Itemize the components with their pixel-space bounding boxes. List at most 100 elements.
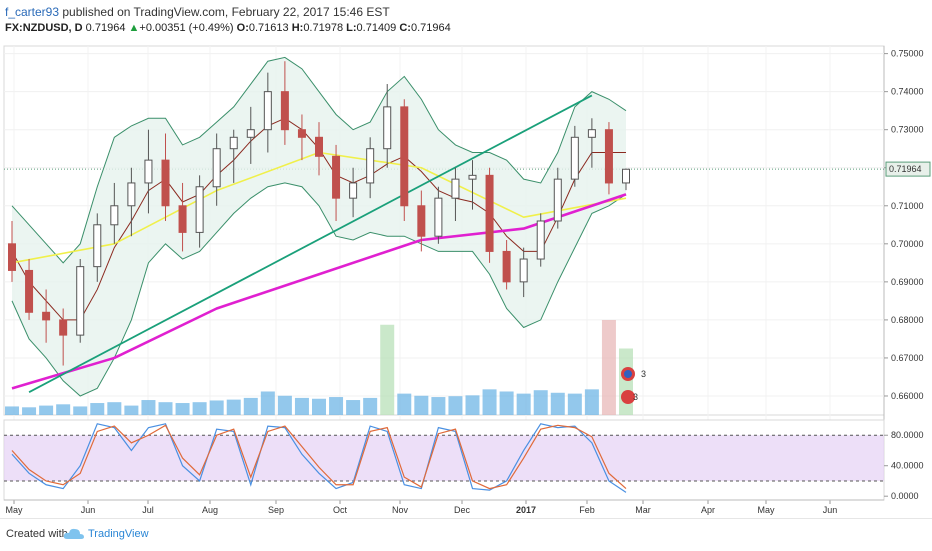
volume-bar (175, 403, 190, 415)
volume-bar (5, 406, 19, 415)
candle-body (451, 178, 460, 199)
last-price-marker (885, 161, 931, 177)
x-tick-label: Sep (268, 505, 284, 515)
close-value: 0.71964 (410, 22, 451, 34)
last-price: 0.71964 (85, 22, 126, 34)
candle-body (434, 197, 443, 237)
volume-bar (499, 391, 514, 415)
x-tick-label: Dec (454, 505, 471, 515)
volume-bar (533, 390, 548, 415)
x-tick-label: Jun (81, 505, 96, 515)
candle-body (8, 243, 16, 271)
stoch-k-line (11, 423, 627, 493)
y-tick-label: 0.66000 (891, 391, 924, 401)
volume-bar (39, 405, 54, 415)
y-tick-label: 0.67000 (891, 353, 924, 363)
low-value: 0.71409 (356, 22, 397, 34)
volume-bar (346, 400, 361, 415)
y-tick-label: 0.74000 (891, 87, 924, 97)
volume-bar (124, 405, 139, 415)
x-tick-label: Jun (823, 505, 838, 515)
candle-body (349, 182, 358, 199)
candle-body (110, 205, 119, 226)
volume-bar (277, 395, 292, 415)
volume-bar (226, 399, 241, 415)
volume-bar (550, 392, 565, 415)
tradingview-link[interactable]: TradingView (88, 528, 149, 540)
candle-body (587, 129, 596, 138)
volume-bar (329, 397, 344, 415)
created-with-label: Created with (6, 528, 68, 540)
bollinger-upper (11, 56, 627, 264)
volume-bar (90, 403, 105, 415)
x-tick-label: 2017 (516, 505, 536, 515)
x-tick-label: Oct (333, 505, 348, 515)
candle-body (212, 148, 221, 188)
candle-body (417, 205, 426, 237)
volume-bar (56, 404, 71, 415)
candle-body (297, 129, 306, 138)
stoch-y-tick-label: 0.0000 (891, 491, 919, 501)
x-tick-label: May (757, 505, 775, 515)
price-axis[interactable]: 0.750000.740000.730000.720000.710000.700… (884, 49, 931, 401)
volume-bar (158, 402, 173, 415)
volume-bar (243, 397, 258, 415)
low-label: L: (346, 22, 357, 34)
volume-bar (260, 391, 275, 415)
candle-body (366, 148, 375, 184)
chart-canvas[interactable]: 0.750000.740000.730000.720000.710000.700… (0, 40, 932, 518)
y-tick-label: 0.70000 (891, 239, 924, 249)
author-link[interactable]: f_carter93 (5, 5, 60, 19)
x-tick-label: Feb (579, 505, 595, 515)
us-flag-icon[interactable] (621, 390, 635, 404)
event-count: 3 (641, 369, 646, 379)
candle-body (229, 136, 238, 150)
candle-body (59, 319, 68, 336)
publisher-line: f_carter93 published on TradingView.com,… (5, 5, 390, 19)
volume-bar (516, 393, 531, 415)
candle-body (400, 106, 409, 207)
candle-body (604, 129, 613, 184)
volume-bar (431, 397, 446, 415)
volume-bar (465, 395, 480, 415)
stoch-y-tick-label: 80.0000 (891, 430, 924, 440)
volume-bar (312, 398, 326, 415)
stoch-y-tick-label: 40.0000 (891, 461, 924, 471)
x-tick-label: Aug (202, 505, 218, 515)
x-tick-label: Nov (392, 505, 409, 515)
event-count-2: 3 (633, 392, 638, 402)
close-label: C: (399, 22, 411, 34)
x-tick-label: Apr (701, 505, 715, 515)
ma200-line (11, 193, 627, 390)
x-tick-label: Mar (635, 505, 651, 515)
event-badges[interactable]: 3 3 (621, 367, 646, 404)
volume-bar (448, 396, 463, 415)
stoch-band (4, 435, 884, 481)
stoch-d-line (11, 424, 627, 490)
stochastic-panel: 80.0000 40.0000 0.0000 (3, 419, 924, 501)
volume-bar (209, 400, 224, 415)
volume-bar (380, 324, 395, 415)
symbol-label: FX:NZDUSD, D (5, 22, 83, 34)
candle-body (76, 266, 85, 336)
bollinger-fill (12, 57, 626, 396)
volume-bar (414, 395, 429, 415)
bollinger-bands (11, 56, 627, 397)
price-change: +0.00351 (+0.49%) (139, 22, 234, 34)
y-tick-label: 0.68000 (891, 315, 924, 325)
volume-bar (397, 393, 412, 415)
chart-header: f_carter93 published on TradingView.com,… (0, 0, 932, 40)
candle-body (536, 220, 545, 260)
candle-body (519, 258, 528, 283)
candle-body (127, 182, 136, 207)
y-tick-label: 0.71000 (891, 201, 924, 211)
time-axis[interactable]: May Jun Jul Aug Sep Oct Nov Dec 2017 Feb Mar Apr May… (4, 499, 884, 515)
open-label: O: (236, 22, 249, 34)
candle-body (144, 159, 153, 184)
high-value: 0.71978 (303, 22, 344, 34)
volume-bars (5, 320, 633, 415)
candle-body (570, 136, 579, 180)
x-tick-label: Jul (142, 505, 154, 515)
candlesticks (8, 61, 630, 366)
candle-body (383, 106, 392, 150)
